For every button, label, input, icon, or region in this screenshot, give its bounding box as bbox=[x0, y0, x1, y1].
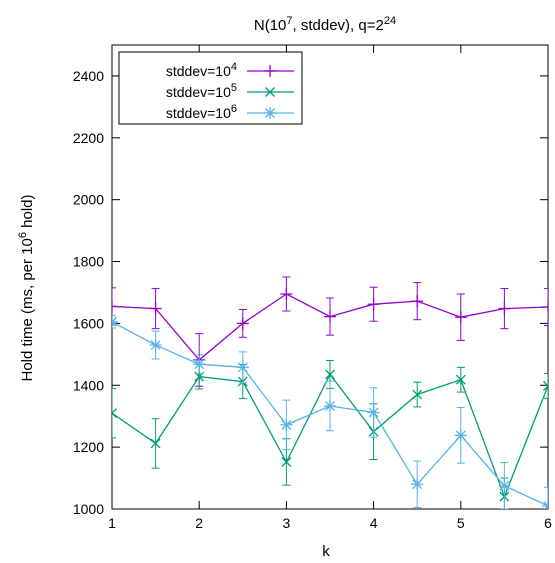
marker-stroke bbox=[412, 479, 423, 490]
data-point bbox=[325, 369, 335, 380]
legend-marker bbox=[265, 87, 275, 97]
marker-stroke bbox=[368, 407, 379, 418]
data-point bbox=[542, 301, 548, 314]
marker-stroke bbox=[543, 380, 548, 387]
data-point bbox=[367, 406, 380, 419]
data-point bbox=[236, 317, 249, 330]
marker-stroke bbox=[112, 408, 117, 415]
y-tick-label: 2400 bbox=[73, 68, 104, 84]
series-1 bbox=[112, 276, 548, 387]
data-point bbox=[281, 457, 292, 467]
data-point bbox=[280, 288, 293, 301]
error-bar bbox=[112, 387, 116, 439]
data-point bbox=[412, 389, 423, 400]
marker-stroke bbox=[237, 362, 248, 373]
error-bar bbox=[544, 373, 548, 399]
marker-stroke bbox=[543, 500, 548, 507]
marker-stroke bbox=[543, 384, 548, 391]
data-point bbox=[112, 315, 118, 328]
data-point bbox=[149, 302, 162, 315]
y-tick-label: 1000 bbox=[73, 501, 104, 517]
x-axis-label: k bbox=[322, 543, 330, 560]
data-point bbox=[367, 298, 380, 311]
marker-stroke bbox=[112, 320, 117, 327]
data-point bbox=[324, 399, 336, 412]
data-point bbox=[193, 358, 206, 371]
data-point bbox=[149, 339, 162, 352]
data-point bbox=[454, 429, 467, 442]
marker-stroke bbox=[455, 374, 466, 385]
legend-marker bbox=[264, 65, 276, 77]
data-point bbox=[498, 479, 511, 492]
series-3 bbox=[112, 315, 548, 509]
marker-stroke bbox=[499, 480, 510, 491]
data-point bbox=[280, 418, 293, 431]
legend-label: stddev=105 bbox=[166, 82, 237, 100]
error-bar bbox=[544, 287, 548, 327]
y-axis-label: Hold time (ms, per 106 hold) bbox=[17, 194, 36, 381]
y-tick-label: 1200 bbox=[73, 439, 104, 455]
error-bar bbox=[544, 486, 548, 509]
marker-stroke bbox=[455, 430, 466, 441]
data-point bbox=[324, 310, 336, 323]
marker-stroke bbox=[112, 412, 117, 419]
plot-frame bbox=[111, 44, 549, 510]
legend: stddev=104 stddev=105 stddev=106 bbox=[118, 51, 303, 125]
y-tick-label: 1600 bbox=[73, 315, 104, 331]
marker-stroke bbox=[325, 369, 335, 380]
y-tick-label: 1800 bbox=[73, 254, 104, 270]
legend-marker bbox=[264, 107, 276, 119]
series-layer bbox=[112, 276, 548, 509]
chart-title: N(107, stddev), q=224 bbox=[254, 15, 396, 34]
legend-label: stddev=104 bbox=[166, 61, 237, 79]
data-point bbox=[112, 300, 118, 313]
data-point bbox=[454, 311, 467, 324]
marker-stroke bbox=[281, 457, 292, 467]
y-tick-label: 2000 bbox=[73, 192, 104, 208]
data-point bbox=[498, 302, 511, 315]
data-point bbox=[411, 295, 424, 308]
marker-stroke bbox=[265, 108, 275, 118]
marker-stroke bbox=[112, 316, 117, 323]
y-tick-label: 2200 bbox=[73, 130, 104, 146]
legend-label: stddev=106 bbox=[166, 103, 237, 121]
error-bar bbox=[112, 315, 116, 329]
marker-stroke bbox=[325, 401, 335, 411]
x-tick-label: 3 bbox=[283, 515, 291, 531]
marker-stroke bbox=[150, 438, 161, 449]
x-tick-label: 6 bbox=[544, 515, 552, 531]
marker-stroke bbox=[265, 87, 275, 97]
data-point bbox=[543, 380, 548, 391]
marker-stroke bbox=[150, 340, 161, 351]
marker-stroke bbox=[281, 419, 292, 430]
x-tick-label: 2 bbox=[195, 515, 203, 531]
x-tick-label: 5 bbox=[457, 515, 465, 531]
marker-stroke bbox=[194, 359, 205, 370]
data-point bbox=[455, 374, 466, 385]
data-point bbox=[150, 438, 161, 449]
data-point bbox=[542, 499, 548, 509]
marker-stroke bbox=[543, 504, 548, 509]
data-point bbox=[236, 361, 249, 374]
data-point bbox=[411, 478, 424, 491]
marker-stroke bbox=[412, 389, 423, 400]
x-tick-label: 4 bbox=[370, 515, 378, 531]
y-tick-label: 1400 bbox=[73, 377, 104, 393]
x-tick-label: 1 bbox=[108, 515, 116, 531]
data-point bbox=[112, 408, 117, 419]
